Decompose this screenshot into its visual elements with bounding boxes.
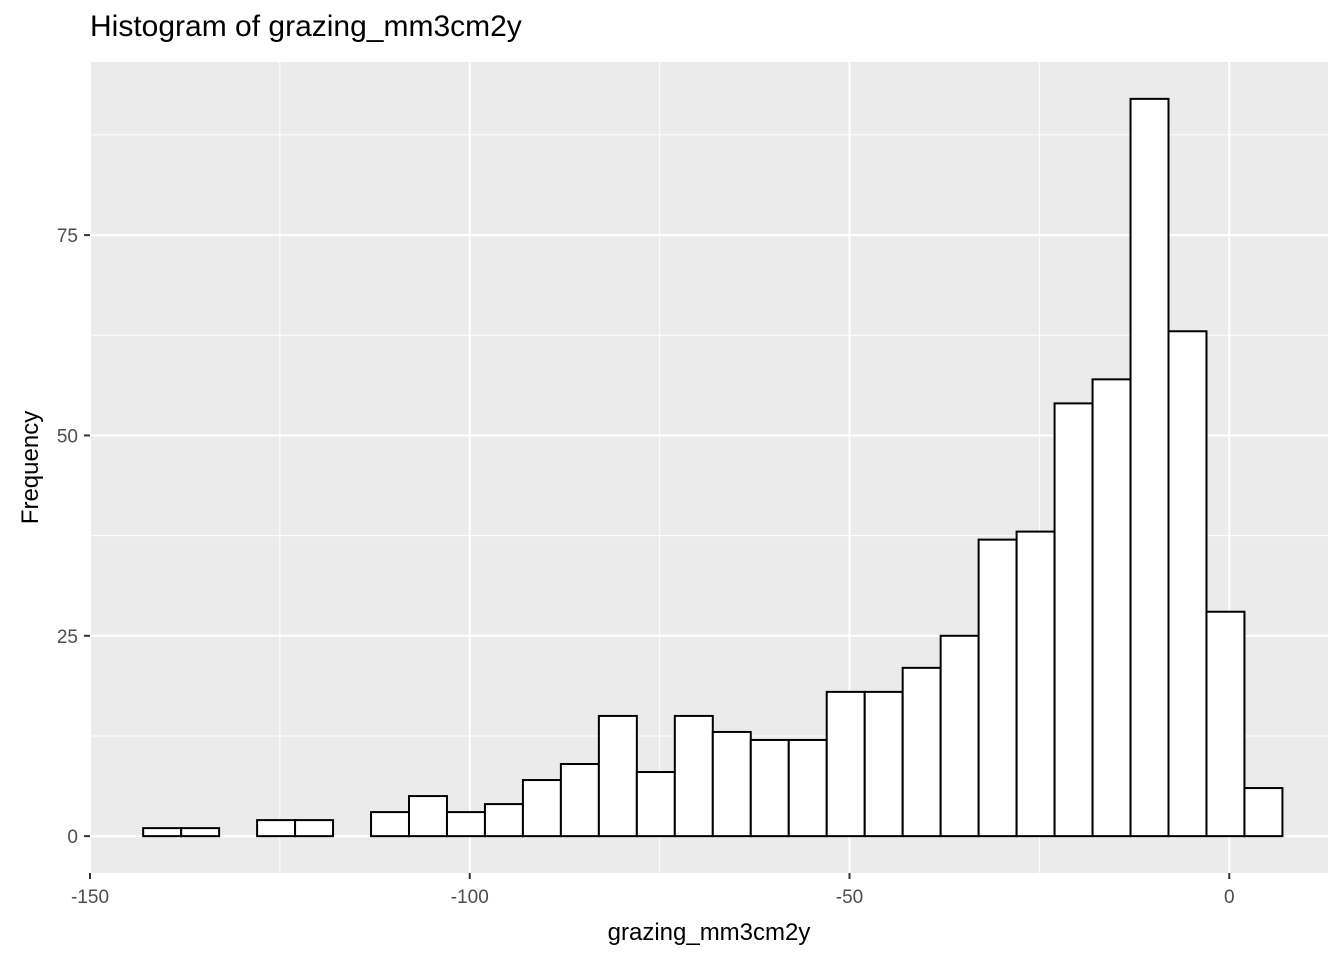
histogram-bar xyxy=(825,690,866,838)
histogram-bar xyxy=(673,714,714,838)
y-axis: 0 25 50 75 xyxy=(57,226,90,848)
x-tick-label: -100 xyxy=(451,887,489,908)
y-tick-label: 25 xyxy=(57,627,78,648)
histogram-bar xyxy=(142,827,183,838)
histogram-bar xyxy=(256,819,297,838)
histogram-bar xyxy=(787,738,828,838)
histogram-bars xyxy=(142,97,1284,838)
y-tick-label: 0 xyxy=(67,827,78,848)
x-axis-title: grazing_mm3cm2y xyxy=(608,919,811,946)
histogram-bar xyxy=(521,779,562,838)
histogram-bar xyxy=(1205,610,1246,838)
histogram-bar xyxy=(1015,530,1056,838)
histogram-bar xyxy=(901,666,942,838)
x-tick-label: -50 xyxy=(836,887,863,908)
y-axis-title: Frequency xyxy=(17,411,44,524)
histogram-bar xyxy=(939,634,980,838)
histogram-bar xyxy=(407,795,448,838)
histogram-bar xyxy=(445,811,486,838)
x-axis: -150 -100 -50 0 xyxy=(71,873,1235,908)
histogram-bar xyxy=(635,771,676,838)
histogram-bar xyxy=(863,690,904,838)
histogram-bar xyxy=(180,827,221,838)
histogram-bar xyxy=(1053,402,1094,838)
histogram-bar xyxy=(1243,787,1284,838)
histogram-bar xyxy=(294,819,335,838)
x-tick-label: 0 xyxy=(1224,887,1235,908)
histogram-bar xyxy=(559,763,600,838)
histogram-bar xyxy=(597,714,638,838)
histogram-bar xyxy=(749,738,790,838)
chart-title: Histogram of grazing_mm3cm2y xyxy=(90,10,522,43)
histogram-bar xyxy=(1091,378,1132,838)
y-tick-label: 75 xyxy=(57,226,78,247)
histogram-bar xyxy=(977,538,1018,838)
y-tick-label: 50 xyxy=(57,426,78,447)
histogram-bar xyxy=(370,811,410,838)
histogram-bar xyxy=(1167,330,1208,838)
histogram-bar xyxy=(483,803,524,838)
x-tick-label: -150 xyxy=(71,887,109,908)
histogram-bar xyxy=(711,730,752,838)
histogram-bar xyxy=(1129,97,1170,838)
